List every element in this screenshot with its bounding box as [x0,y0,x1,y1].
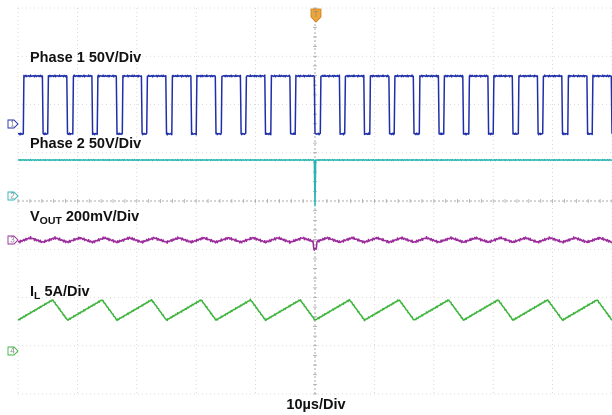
trace-label-text: 5A/Div [40,284,89,300]
ground-marker-vout-icon [7,235,19,245]
ground-marker-il-text: 4 [10,347,15,356]
trace-label-text: 200mV/Div [62,209,139,225]
trace-label-text: I [30,284,34,300]
trace-label-subscript: L [34,290,41,302]
trace-label-text: V [30,209,40,225]
trace-label-vout: VOUT 200mV/Div [30,209,139,227]
trace-label-subscript: OUT [40,215,63,227]
ground-markers: 1 2 3 4 [7,119,19,356]
ground-marker-phase1-text: 1 [10,120,15,129]
ground-marker-phase2-icon [7,191,19,201]
trace-label-il: IL 5A/Div [30,284,90,302]
trace-label-phase1: Phase 1 50V/Div [30,50,141,66]
trace-phase2 [17,158,612,207]
trace-labels: Phase 1 50V/Div Phase 2 50V/Div VOUT 200mV… [30,50,141,302]
trace-label-text: Phase 2 50V/Div [30,136,141,152]
trace-vout [17,235,612,251]
ground-marker-vout-text: 3 [10,236,15,245]
trace-label-phase2: Phase 2 50V/Div [30,136,141,152]
time-per-division-label: 10µs/Div [286,397,345,413]
trace-il [17,298,612,322]
trace-label-text: Phase 1 50V/Div [30,50,141,66]
ground-marker-phase1-icon [7,119,19,129]
trace-phase1 [17,74,612,136]
trigger-marker: T [310,8,322,23]
trigger-marker-icon [310,8,322,23]
trigger-marker-text: T [314,10,319,19]
trace-group [17,74,612,322]
ground-marker-il-icon [7,346,19,356]
ground-marker-phase2-text: 2 [10,192,15,201]
